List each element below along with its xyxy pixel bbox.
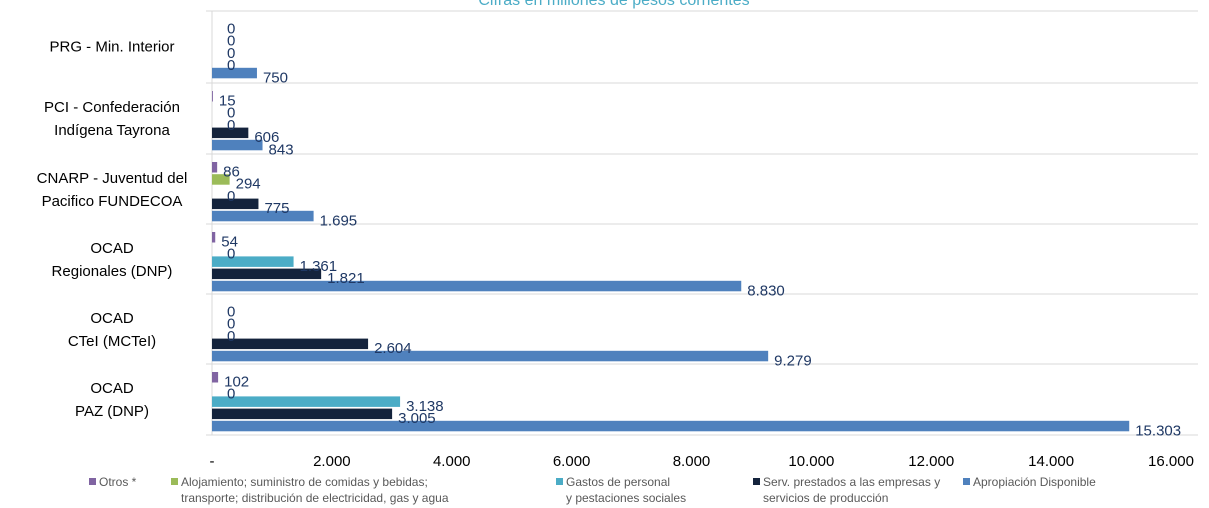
- bar: [212, 232, 216, 243]
- value-label: 15: [219, 93, 236, 110]
- x-axis-ticks-group: - 2.000 4.000 6.000 8.000 10.000 12.000 14.000 1…: [210, 453, 1194, 470]
- value-labels-group: 000075015006068438629407751.6955401.3611…: [219, 21, 1181, 440]
- bar: [212, 256, 294, 267]
- bar: [212, 280, 742, 292]
- bar: [212, 396, 401, 407]
- category-label: PCI - Confederación: [44, 99, 180, 116]
- x-tick-label: 10.000: [788, 453, 834, 470]
- value-label: 775: [264, 200, 289, 217]
- value-label: 0: [227, 246, 235, 263]
- category-labels-group: PRG - Min. Interior PCI - Confederación In…: [37, 39, 188, 421]
- legend-label: Serv. prestados a las empresas y: [763, 475, 940, 489]
- value-label: 54: [221, 234, 238, 251]
- legend-label: transporte; distribución de electricidad…: [181, 491, 449, 505]
- x-tick-label: 4.000: [433, 453, 471, 470]
- bar: [212, 91, 213, 102]
- legend: Otros * Alojamiento; suministro de comida…: [89, 475, 1096, 505]
- legend-item: Gastos de personal y pestaciones sociales: [556, 475, 686, 505]
- value-label: 8.830: [747, 282, 785, 299]
- value-label: 0: [227, 304, 235, 321]
- value-label: 86: [223, 164, 240, 181]
- legend-item: Serv. prestados a las empresas y servicio…: [753, 475, 940, 505]
- legend-label: Apropiación Disponible: [973, 475, 1096, 489]
- value-label: 750: [263, 69, 288, 86]
- legend-swatch: [556, 478, 563, 485]
- value-label: 0: [227, 316, 235, 333]
- x-tick-label: 12.000: [908, 453, 954, 470]
- legend-item: Apropiación Disponible: [963, 475, 1096, 489]
- bar: [212, 174, 230, 185]
- x-tick-label: 8.000: [673, 453, 711, 470]
- category-label: OCAD: [90, 310, 134, 327]
- value-label: 843: [269, 141, 294, 158]
- value-label: 102: [224, 374, 249, 391]
- category-grid: [206, 10, 1198, 436]
- bar: [212, 338, 369, 350]
- category-label: PRG - Min. Interior: [49, 39, 174, 56]
- value-label: 0: [227, 117, 235, 134]
- bar: [212, 268, 322, 280]
- value-label: 3.005: [398, 410, 436, 427]
- value-label: 9.279: [774, 352, 812, 369]
- chart-title: Cifras en millones de pesos corrientes: [478, 0, 749, 9]
- category-label: Regionales (DNP): [52, 263, 173, 280]
- legend-item: Otros *: [89, 475, 137, 489]
- category-label: Pacifico FUNDECOA: [42, 193, 183, 210]
- category-label: PAZ (DNP): [75, 403, 149, 420]
- bar: [212, 350, 769, 362]
- category-label: CNARP - Juventud del: [37, 170, 188, 187]
- bar: [212, 162, 218, 173]
- legend-label: Otros *: [99, 475, 137, 489]
- category-label: Indígena Tayrona: [54, 122, 170, 139]
- legend-item: Alojamiento; suministro de comidas y beb…: [171, 475, 449, 505]
- value-label: 3.138: [406, 398, 444, 415]
- category-label: OCAD: [90, 240, 134, 257]
- value-label: 1.695: [320, 212, 358, 229]
- x-tick-label: 2.000: [313, 453, 351, 470]
- legend-label: Gastos de personal: [566, 475, 670, 489]
- value-label: 0: [227, 21, 235, 38]
- bar: [212, 372, 219, 383]
- bar: [212, 67, 257, 79]
- value-label: 0: [227, 33, 235, 50]
- value-label: 0: [227, 188, 235, 205]
- value-label: 2.604: [374, 340, 412, 357]
- bars-group: [212, 67, 1130, 432]
- x-tick-label: 16.000: [1148, 453, 1194, 470]
- bar: [212, 210, 314, 222]
- legend-label: servicios de producción: [763, 491, 888, 505]
- category-label: CTeI (MCTeI): [68, 333, 156, 350]
- value-label: 1.821: [327, 270, 365, 287]
- legend-swatch: [89, 478, 96, 485]
- x-tick-label: -: [210, 453, 215, 470]
- value-label: 0: [227, 57, 235, 74]
- bar: [212, 420, 1130, 432]
- bar: [212, 408, 393, 420]
- legend-swatch: [171, 478, 178, 485]
- value-label: 294: [236, 176, 261, 193]
- category-label: OCAD: [90, 380, 134, 397]
- value-label: 0: [227, 328, 235, 345]
- legend-label: y pestaciones sociales: [566, 491, 686, 505]
- value-label: 15.303: [1135, 422, 1181, 439]
- x-tick-label: 14.000: [1028, 453, 1074, 470]
- value-label: 0: [227, 105, 235, 122]
- value-label: 606: [254, 129, 279, 146]
- bar: [212, 198, 259, 210]
- value-label: 1.361: [300, 258, 338, 275]
- x-tick-label: 6.000: [553, 453, 591, 470]
- legend-swatch: [753, 478, 760, 485]
- bar: [212, 127, 249, 139]
- legend-label: Alojamiento; suministro de comidas y beb…: [181, 475, 428, 489]
- legend-swatch: [963, 478, 970, 485]
- value-label: 0: [227, 45, 235, 62]
- bar: [212, 139, 263, 151]
- value-label: 0: [227, 386, 235, 403]
